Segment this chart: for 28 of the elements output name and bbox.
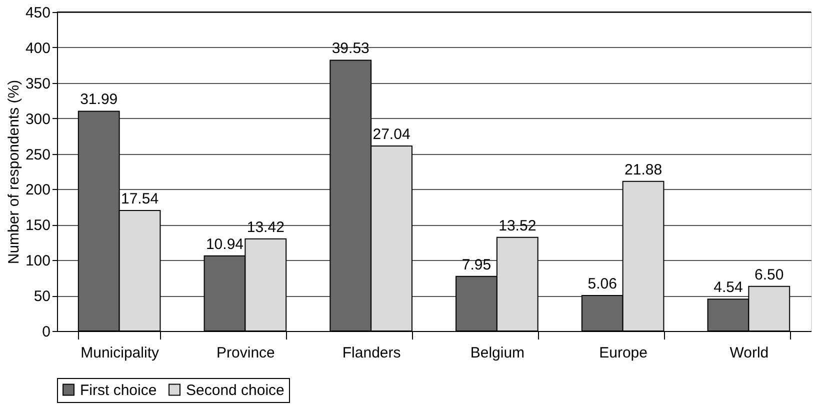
y-tick-label: 250 (25, 146, 50, 164)
annotation: 21.88 (624, 161, 662, 178)
annotation: 10.94 (206, 236, 244, 253)
x-tick-label: Europe (599, 344, 648, 362)
y-tick-label: 0 (42, 324, 50, 340)
y-tick-label: 50 (34, 288, 50, 306)
x-tick-label: Province (216, 344, 275, 362)
x-tick-label: Municipality (80, 344, 160, 362)
annotation: 27.04 (372, 126, 410, 143)
annotation: 4.54 (714, 279, 743, 296)
y-tick-label: 150 (25, 217, 50, 234)
y-axis-title: Number of respondents (%) (5, 80, 22, 264)
y-tick-label: 100 (25, 252, 50, 270)
annotation: 31.99 (80, 91, 118, 108)
annotation: 5.06 (588, 276, 617, 293)
y-tick-label: 400 (25, 40, 50, 57)
x-tick-label: Flanders (342, 344, 401, 362)
y-tick-label: 300 (25, 110, 50, 128)
legend-label: First choice (80, 382, 157, 399)
annotation: 7.95 (462, 256, 492, 274)
y-tick-label: 450 (25, 4, 50, 22)
legend-label: Second choice (186, 382, 284, 399)
annotation: 6.50 (754, 266, 784, 284)
y-tick-label: 200 (25, 182, 50, 199)
x-tick-label: World (730, 344, 769, 362)
y-tick-label: 350 (25, 75, 50, 92)
annotation: 17.54 (120, 190, 159, 208)
x-tick-label: Belgium (470, 344, 525, 362)
